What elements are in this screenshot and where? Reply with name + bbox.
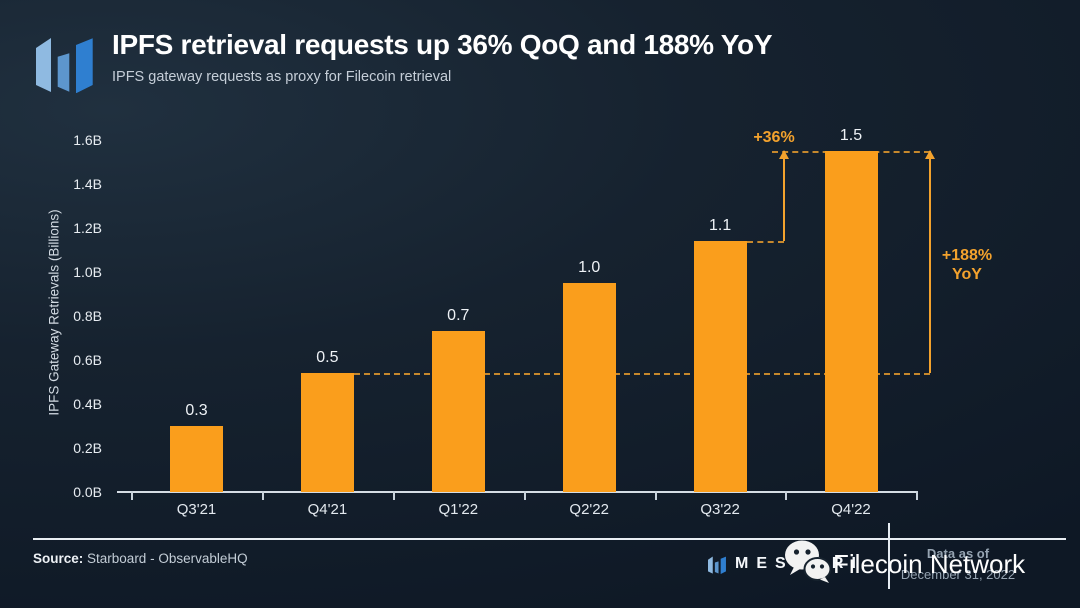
bar-value-label: 1.0 <box>578 259 601 276</box>
page-title: IPFS retrieval requests up 36% QoQ and 1… <box>112 29 773 60</box>
data-as-of-block: Data as of December 31, 2022 <box>896 546 1020 582</box>
x-axis-category-label: Q3'21 <box>176 501 217 518</box>
bar <box>693 241 747 492</box>
x-axis-category-label: Q3'22 <box>700 501 740 518</box>
source-text: Source: Starboard - ObservableHQ <box>33 551 248 566</box>
bar-value-label: 0.3 <box>185 402 208 419</box>
y-axis-tick-label: 0.0B <box>73 484 102 500</box>
header-text: IPFS retrieval requests up 36% QoQ and 1… <box>112 27 773 85</box>
x-axis-tick <box>392 491 395 500</box>
bar <box>562 283 616 492</box>
messari-logo-icon <box>36 38 93 93</box>
qoq-dash-from <box>746 241 784 244</box>
footer-vertical-divider <box>888 523 890 589</box>
yoy-annotation-label: +188% YoY <box>941 247 993 283</box>
yoy-arrow <box>925 149 935 374</box>
y-axis-tick-label: 1.0B <box>73 264 102 280</box>
messari-footer-icon <box>708 556 726 574</box>
header: IPFS retrieval requests up 36% QoQ and 1… <box>36 27 773 93</box>
x-axis-category-label: Q2'22 <box>569 501 609 518</box>
source-label: Source: <box>33 551 84 566</box>
y-axis-tick-label: 1.2B <box>73 220 102 236</box>
bar <box>824 151 878 492</box>
x-axis-category-label: Q4'22 <box>831 501 871 518</box>
data-as-of-label: Data as of <box>926 546 990 561</box>
watermark: Filecoin Network <box>783 539 1025 583</box>
watermark-text: Filecoin Network <box>833 549 1026 579</box>
qoq-annotation-label: +36% <box>753 129 795 146</box>
x-axis-category-label: Q1'22 <box>438 501 479 518</box>
bar-value-label: 1.5 <box>839 127 863 144</box>
bar <box>300 373 354 492</box>
x-axis-tick <box>916 491 919 500</box>
data-as-of-date: December 31, 2022 <box>900 567 1016 582</box>
x-axis-tick <box>785 491 788 500</box>
wechat-icon <box>785 540 832 583</box>
qoq-arrow <box>779 149 789 242</box>
x-axis-line <box>117 491 917 493</box>
bar-value-label: 0.7 <box>447 307 470 325</box>
y-axis-tick-label: 0.8B <box>73 308 102 324</box>
y-axis-tick-label: 1.6B <box>73 132 102 148</box>
bar-value-label: 0.5 <box>316 349 339 367</box>
x-axis-tick <box>261 491 264 500</box>
y-axis-tick-label: 1.4B <box>73 176 102 192</box>
bar-value-label: 1.1 <box>708 217 732 235</box>
footer-divider-line <box>33 538 1066 540</box>
y-axis-tick-label: 0.6B <box>73 352 102 368</box>
source-value: Starboard - ObservableHQ <box>87 551 248 566</box>
yoy-dash-from <box>353 373 930 376</box>
bar <box>431 331 485 492</box>
bar <box>170 426 223 492</box>
y-axis-tick-label: 0.2B <box>73 440 102 456</box>
page-subtitle: IPFS gateway requests as proxy for Filec… <box>112 69 452 85</box>
y-axis-tick-label: 0.4B <box>73 396 102 412</box>
x-axis-tick <box>523 491 526 500</box>
x-axis-category-label: Q4'21 <box>307 501 348 518</box>
x-axis-tick <box>654 491 657 500</box>
x-axis-tick <box>131 491 133 500</box>
